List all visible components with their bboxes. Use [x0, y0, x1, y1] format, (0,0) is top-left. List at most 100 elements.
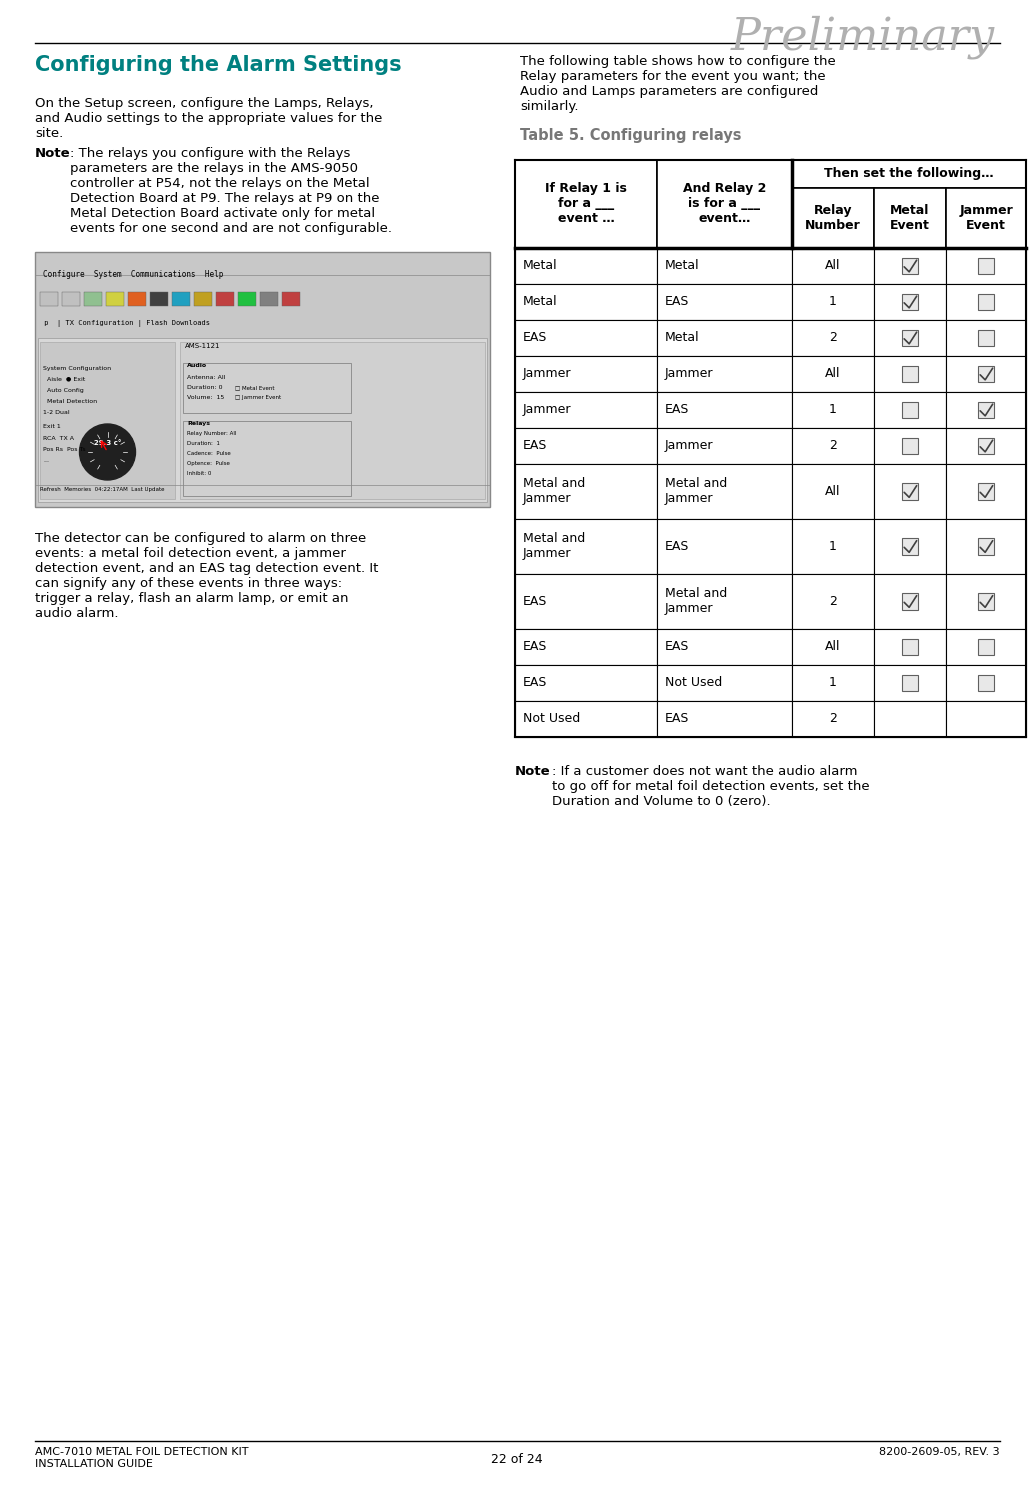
- Bar: [874, 393, 946, 428]
- Bar: [657, 464, 792, 520]
- Bar: [173, 293, 190, 306]
- Text: Metal and
Jammer: Metal and Jammer: [665, 478, 727, 506]
- Bar: [792, 702, 874, 738]
- Text: Relay
Number: Relay Number: [805, 205, 860, 231]
- Bar: [902, 330, 918, 346]
- Text: Cadence:  Pulse: Cadence: Pulse: [187, 451, 230, 455]
- Text: Not Used: Not Used: [523, 712, 581, 726]
- Bar: [902, 639, 918, 655]
- Bar: [515, 664, 657, 702]
- Text: EAS: EAS: [665, 712, 689, 726]
- Text: 1-2 Dual: 1-2 Dual: [43, 409, 69, 415]
- Text: Relay Number: All: Relay Number: All: [187, 431, 237, 436]
- Bar: [874, 428, 946, 464]
- Text: EAS: EAS: [523, 640, 547, 654]
- Text: 1: 1: [829, 540, 837, 552]
- Text: Metal and
Jammer: Metal and Jammer: [665, 588, 727, 615]
- Bar: [515, 702, 657, 738]
- Text: EAS: EAS: [523, 596, 547, 608]
- Text: Then set the following…: Then set the following…: [824, 167, 994, 181]
- Bar: [792, 428, 874, 464]
- Text: EAS: EAS: [523, 676, 547, 690]
- Bar: [792, 393, 874, 428]
- Bar: [128, 293, 146, 306]
- Text: If Relay 1 is
for a ___
event …: If Relay 1 is for a ___ event …: [545, 182, 627, 225]
- Bar: [183, 421, 351, 496]
- Text: EAS: EAS: [523, 331, 547, 345]
- Bar: [902, 366, 918, 382]
- Bar: [946, 664, 1026, 702]
- Bar: [657, 284, 792, 320]
- Text: Note: Note: [35, 146, 70, 160]
- Text: : The relays you configure with the Relays
parameters are the relays in the AMS-: : The relays you configure with the Rela…: [70, 146, 392, 234]
- Bar: [515, 428, 657, 464]
- Bar: [946, 284, 1026, 320]
- Text: Jammer: Jammer: [665, 367, 714, 381]
- Text: AMS-1121: AMS-1121: [185, 343, 220, 349]
- Bar: [657, 393, 792, 428]
- Bar: [515, 320, 657, 355]
- Bar: [792, 573, 874, 629]
- Text: 1: 1: [829, 403, 837, 417]
- Bar: [874, 284, 946, 320]
- Bar: [977, 402, 995, 418]
- Bar: [946, 248, 1026, 284]
- Text: The following table shows how to configure the
Relay parameters for the event yo: The following table shows how to configu…: [520, 55, 836, 113]
- Bar: [657, 664, 792, 702]
- Bar: [946, 520, 1026, 573]
- Bar: [902, 402, 918, 418]
- Bar: [977, 675, 995, 691]
- Bar: [874, 188, 946, 248]
- Text: 2: 2: [829, 712, 837, 726]
- Bar: [874, 248, 946, 284]
- Text: 2: 2: [829, 596, 837, 608]
- Bar: [282, 293, 300, 306]
- Text: Relays: Relays: [187, 421, 210, 426]
- Bar: [977, 593, 995, 609]
- Bar: [874, 702, 946, 738]
- Text: Metal and
Jammer: Metal and Jammer: [523, 478, 586, 506]
- Text: Jammer: Jammer: [523, 403, 571, 417]
- Bar: [946, 702, 1026, 738]
- Text: Metal Detection: Metal Detection: [43, 399, 97, 403]
- Text: Preliminary: Preliminary: [731, 15, 995, 58]
- Bar: [874, 320, 946, 355]
- Text: Jammer: Jammer: [523, 367, 571, 381]
- Bar: [792, 355, 874, 393]
- Text: 8200-2609-05, REV. 3: 8200-2609-05, REV. 3: [879, 1447, 1000, 1457]
- Bar: [515, 355, 657, 393]
- Bar: [902, 294, 918, 311]
- Text: All: All: [825, 260, 841, 273]
- Text: Metal: Metal: [665, 331, 699, 345]
- Bar: [874, 464, 946, 520]
- Bar: [180, 342, 486, 499]
- Bar: [902, 437, 918, 454]
- Bar: [657, 248, 792, 284]
- Text: The detector can be configured to alarm on three
events: a metal foil detection : The detector can be configured to alarm …: [35, 532, 378, 620]
- Bar: [38, 337, 487, 502]
- Bar: [238, 293, 256, 306]
- Bar: [792, 664, 874, 702]
- Bar: [977, 330, 995, 346]
- Bar: [946, 428, 1026, 464]
- Bar: [515, 629, 657, 664]
- Bar: [62, 293, 80, 306]
- Text: Configuring the Alarm Settings: Configuring the Alarm Settings: [35, 55, 402, 75]
- Bar: [657, 702, 792, 738]
- Bar: [874, 520, 946, 573]
- Text: Metal: Metal: [665, 260, 699, 273]
- Bar: [657, 428, 792, 464]
- Bar: [874, 573, 946, 629]
- Text: 29.3 c°: 29.3 c°: [94, 440, 121, 446]
- Text: Pos Rs  Pos Ts: Pos Rs Pos Ts: [43, 448, 86, 452]
- Bar: [35, 252, 490, 508]
- Bar: [977, 366, 995, 382]
- Bar: [792, 160, 1026, 188]
- Text: □ Metal Event: □ Metal Event: [234, 385, 275, 390]
- Text: Optence:  Pulse: Optence: Pulse: [187, 461, 230, 466]
- Bar: [792, 248, 874, 284]
- Bar: [515, 248, 657, 284]
- Bar: [902, 537, 918, 555]
- Text: All: All: [825, 367, 841, 381]
- Text: Not Used: Not Used: [665, 676, 722, 690]
